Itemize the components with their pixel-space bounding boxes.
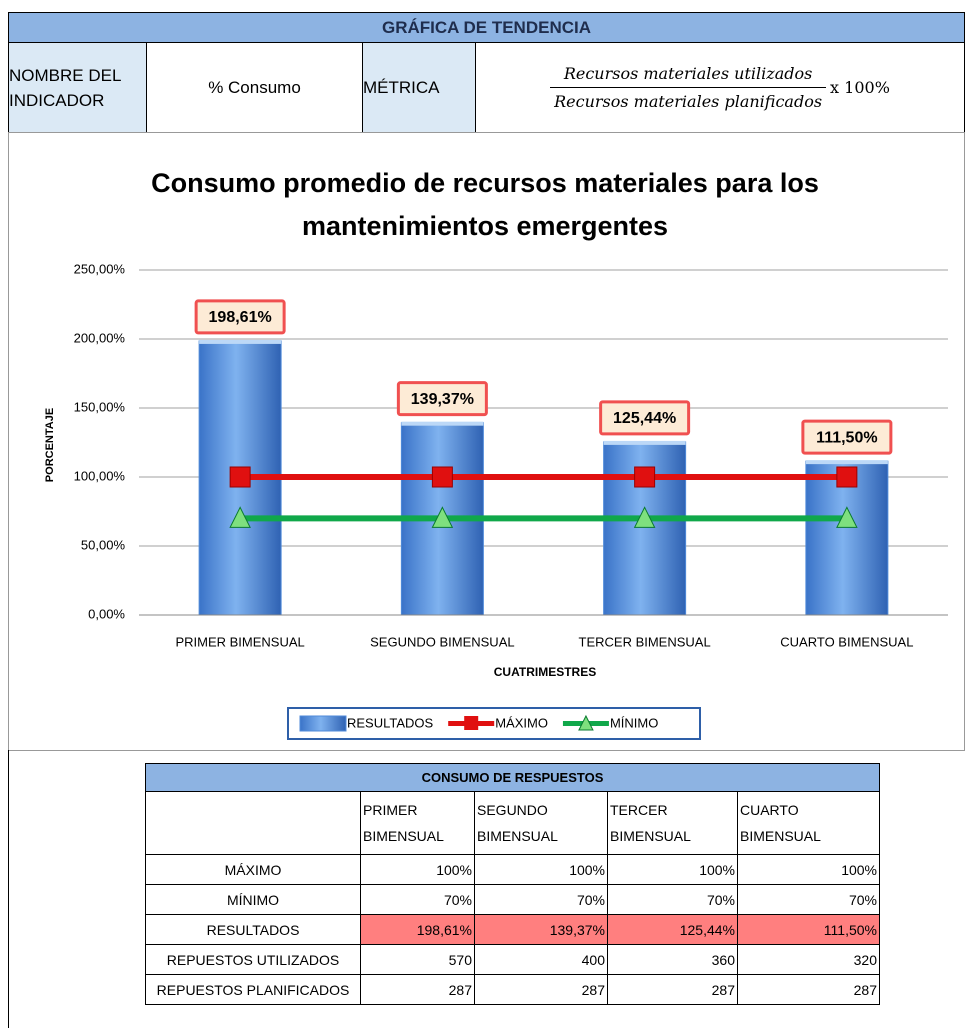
metric-label: MÉTRICA [362,42,476,133]
column-header: TERCER BIMENSUAL [607,791,738,855]
y-tick-label: 50,00% [81,537,126,552]
denominator: Recursos materiales planificados [550,87,827,111]
row-label: MÁXIMO [145,854,361,885]
value-label-box [194,299,286,335]
table-title: CONSUMO DE RESPUESTOS [145,763,880,792]
line-marker [836,506,858,528]
cell-value: 287 [737,974,880,1005]
table-row: MÍNIMO 70% 70% 70% 70% [145,884,880,915]
cell-value: 70% [360,884,475,915]
x-tick-label: TERCER BIMENSUAL [579,634,711,649]
table-row: REPUESTOS UTILIZADOS 570 400 360 320 [145,944,880,975]
value-label: 111,50% [816,429,877,446]
value-label: 125,44% [613,410,676,427]
data-table: CONSUMO DE RESPUESTOS PRIMER BIMENSUAL SEG… [145,763,880,1005]
x-tick-label: CUARTO BIMENSUAL [780,634,913,649]
x-axis-label: CUATRIMESTRES [494,665,596,679]
chart-frame [8,132,965,751]
cell-value: 70% [607,884,738,915]
cell-value: 70% [737,884,880,915]
y-axis-label: PORCENTAJE [44,408,56,482]
bar-top [805,460,888,465]
line-marker [634,466,656,488]
y-tick-label: 100,00% [74,468,126,483]
column-header [145,791,361,855]
cell-value: 287 [360,974,475,1005]
y-tick-label: 250,00% [74,261,126,276]
line-marker [836,466,858,488]
cell-value: 287 [474,974,608,1005]
legend-label: MÍNIMO [610,715,658,730]
column-header: CUARTO BIMENSUAL [737,791,880,855]
cell-value: 570 [360,944,475,975]
line-marker [229,506,251,528]
cell-value: 70% [474,884,608,915]
table-row: REPUESTOS PLANIFICADOS 287 287 287 287 [145,974,880,1005]
cell-value: 139,37% [474,914,608,945]
cell-value: 360 [607,944,738,975]
x-tick-label: PRIMER BIMENSUAL [175,634,304,649]
chart-title: Consumo promedio de recursos materiales … [151,168,819,241]
name-label: NOMBRE DEL INDICADOR [8,42,147,133]
cell-value: 125,44% [607,914,738,945]
header-title: GRÁFICA DE TENDENCIA [8,12,965,43]
cell-value: 198,61% [360,914,475,945]
value-label-box [801,419,893,455]
value-label-box [396,381,488,417]
line-marker [229,466,251,488]
cell-value: 320 [737,944,880,975]
table-row: MÁXIMO 100% 100% 100% 100% [145,854,880,885]
formula: Recursos materiales utilizados Recursos … [475,42,965,133]
legend-label: MÁXIMO [495,715,548,730]
cell-value: 100% [474,854,608,885]
row-label: REPUESTOS UTILIZADOS [145,944,361,975]
bar-top [199,339,282,344]
line-marker [431,466,453,488]
value-label-box [599,400,691,436]
cell-value: 100% [737,854,880,885]
numerator: Recursos materiales utilizados [563,64,813,83]
title-row: CONSUMO DE RESPUESTOS [145,763,880,792]
header-row: PRIMER BIMENSUAL SEGUNDO BIMENSUAL TERCER … [145,791,880,855]
legend-label: RESULTADOS [347,715,434,730]
y-tick-label: 150,00% [74,399,126,414]
cell-value: 111,50% [737,914,880,945]
cell-value: 287 [607,974,738,1005]
bar-top [603,440,686,445]
line-marker [633,506,656,528]
row-label: REPUESTOS PLANIFICADOS [145,974,361,1005]
value-label: 139,37% [411,391,474,408]
line-marker [431,506,454,528]
value-label: 198,61% [209,309,272,326]
bar-top [401,421,484,426]
table-row: RESULTADOS 198,61% 139,37% 125,44% 111,50% [145,914,880,945]
formula-suffix: x 100% [830,78,890,97]
legend-marker [464,716,479,730]
x-tick-label: SEGUNDO BIMENSUAL [370,634,514,649]
column-header: SEGUNDO BIMENSUAL [474,791,608,855]
fraction: Recursos materiales utilizados Recursos … [550,64,827,111]
y-tick-label: 0,00% [88,606,125,621]
legend-marker [578,714,594,731]
left-border [8,750,9,1028]
row-label: MÍNIMO [145,884,361,915]
row-label: RESULTADOS [145,914,361,945]
legend-swatch [299,715,347,732]
cell-value: 400 [474,944,608,975]
cell-value: 100% [360,854,475,885]
y-tick-label: 200,00% [74,330,126,345]
column-header: PRIMER BIMENSUAL [360,791,475,855]
cell-value: 100% [607,854,738,885]
